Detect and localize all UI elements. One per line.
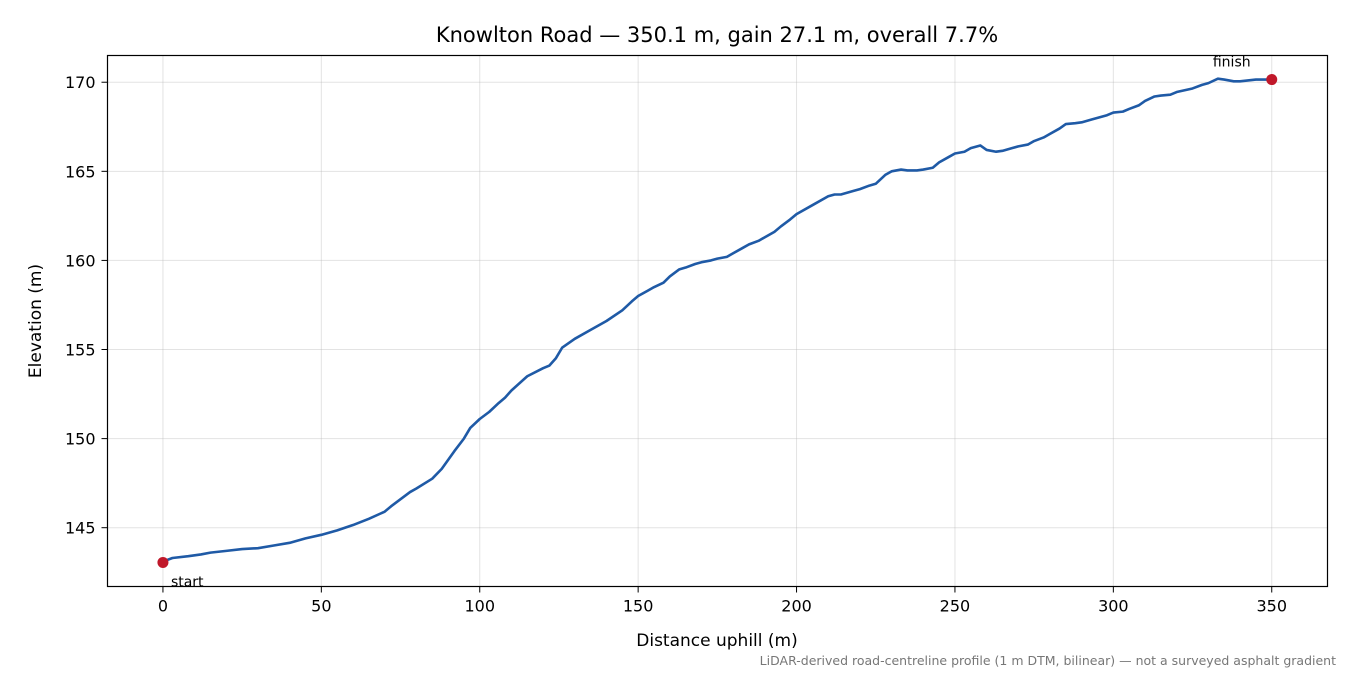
start-marker (157, 556, 169, 568)
x-tick-label: 250 (940, 597, 971, 616)
y-tick-label: 170 (65, 73, 96, 92)
x-tick-label: 300 (1098, 597, 1129, 616)
x-tick-label: 200 (781, 597, 812, 616)
x-tick-label: 150 (623, 597, 654, 616)
x-tick-label: 100 (464, 597, 495, 616)
chart-title: Knowlton Road — 350.1 m, gain 27.1 m, ov… (436, 23, 998, 47)
x-tick-label: 0 (158, 597, 168, 616)
y-tick-label: 145 (65, 519, 96, 538)
finish-marker (1266, 74, 1278, 86)
y-tick-label: 165 (65, 162, 96, 181)
elevation-series-line (161, 77, 1274, 563)
y-tick-label: 155 (65, 341, 96, 360)
y-axis-label: Elevation (m) (26, 264, 46, 378)
series-line-group (161, 77, 1274, 563)
y-tick-label: 160 (65, 251, 96, 270)
start-label: start (171, 574, 204, 590)
x-axis-ticks: 0 50 100 150 200 250 300 350 (158, 586, 1287, 616)
x-axis-label: Distance uphill (m) (636, 631, 797, 651)
grid (107, 55, 1328, 587)
finish-label: finish (1213, 55, 1251, 71)
y-axis-ticks: 145 150 155 160 165 170 (65, 73, 108, 538)
x-tick-label: 50 (311, 597, 331, 616)
plot-frame (106, 54, 1329, 588)
source-note: LiDAR-derived road-centreline profile (1… (760, 653, 1336, 668)
x-tick-label: 350 (1256, 597, 1287, 616)
y-tick-label: 150 (65, 430, 96, 449)
